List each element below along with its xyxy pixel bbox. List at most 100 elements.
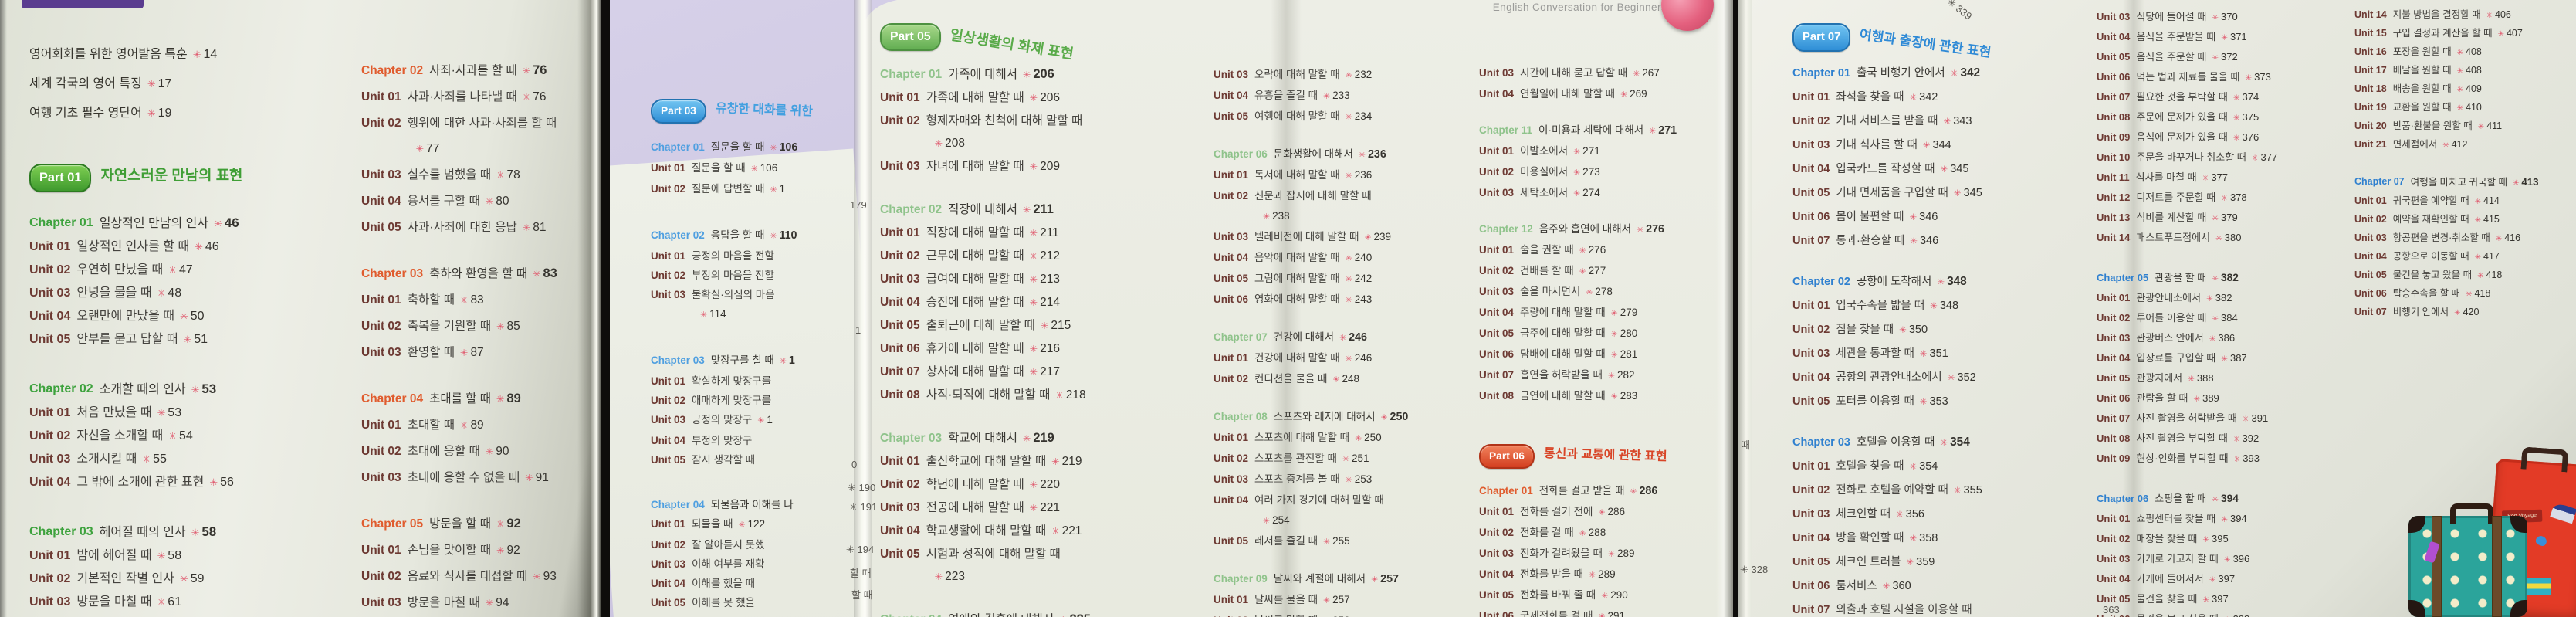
- page-number: 232: [1354, 69, 1373, 80]
- page-fold-shadow: [1716, 0, 1733, 617]
- page-ref: ✳ 14: [188, 48, 218, 61]
- unit-row: Unit 03 기내 식사를 할 때 ✳ 344: [1792, 134, 2163, 158]
- entry-number: Unit 03: [1479, 286, 1515, 297]
- star-icon: ✳: [1029, 93, 1038, 103]
- page-number: 110: [779, 229, 797, 242]
- page-number: 289: [1616, 548, 1635, 559]
- entry-body: 방문을 마칠 때 ✳ 94: [408, 590, 509, 616]
- entry-number: Unit 04: [1792, 371, 1830, 384]
- entry-body: 승진에 대해 말할 때 ✳ 214: [926, 291, 1060, 314]
- entry-label: 구입 결정과 계산을 할 때: [2392, 28, 2493, 39]
- entry-body: 기내 서비스를 받을 때 ✳ 343: [1836, 110, 1972, 134]
- part-badge: Part 06: [1479, 444, 1535, 469]
- entry-label: 건배를 할 때: [1520, 265, 1574, 276]
- entry-label: 체크인 트러블: [1836, 556, 1901, 568]
- page-ref: ✳ 290: [1596, 589, 1628, 601]
- unit-row: Unit 02 기본적인 작별 인사 ✳ 59: [29, 568, 340, 591]
- entry-label: 물건을 찾을 때: [2136, 593, 2198, 605]
- unit-row: Unit 04 부정의 맞장구: [651, 431, 865, 450]
- star-icon: ✳: [934, 571, 943, 582]
- unit-row: Unit 09 음식에 문제가 있을 때 ✳ 376: [2097, 128, 2382, 148]
- entry-body: 급여에 대해 말할 때 ✳ 213: [926, 268, 1060, 291]
- page-ref: ✳ 271: [1643, 124, 1677, 137]
- edge-fragment: 때: [1741, 439, 1750, 451]
- entry-body: 행위에 대한 사과·사죄를 할 때 ✳ 77: [408, 110, 557, 162]
- page-ref: ✳ 253: [1340, 473, 1373, 485]
- entry-body: 되물을 때 ✳ 122: [692, 514, 765, 535]
- unit-row: Unit 02 전화로 호텔을 예약할 때 ✳ 355: [1792, 479, 2163, 503]
- star-icon: ✳: [168, 264, 178, 276]
- page-number: 251: [1351, 453, 1369, 464]
- page-number: 58: [168, 549, 182, 562]
- page-number: 212: [1040, 249, 1060, 263]
- unit-row: Unit 08 사진 촬영을 부탁할 때 ✳ 392: [2097, 429, 2382, 449]
- entry-label: 응답을 할 때: [710, 229, 765, 241]
- page-ref: ✳ 77: [411, 142, 440, 155]
- entry-number: Unit 01: [361, 544, 401, 557]
- star-icon: ✳: [180, 573, 188, 585]
- entry-body: 애매하게 맞장구를: [692, 391, 771, 410]
- unit-row: Unit 05 사과·사죄에 대한 응답 ✳ 81: [361, 215, 599, 241]
- entry-number: Unit 05: [1792, 556, 1830, 568]
- entry-number: Chapter 01: [651, 141, 705, 153]
- entry-number: Unit 05: [29, 333, 71, 346]
- entry-number: Unit 03: [29, 595, 71, 609]
- unit-row: Unit 01 밤에 헤어질 때 ✳ 58: [29, 544, 340, 568]
- unit-row: Unit 02 신문과 잡지에 대해 말할 때 ✳ 238: [1214, 186, 1484, 227]
- entry-label: 형제자매와 친척에 대해 말할 때: [926, 114, 1083, 127]
- entry-number: Unit 10: [2097, 151, 2131, 163]
- page-number: 395: [2212, 533, 2229, 544]
- page-ref: ✳ 47: [163, 263, 193, 276]
- star-icon: ✳: [1586, 288, 1593, 297]
- star-icon: ✳: [1029, 367, 1038, 378]
- entry-number: Chapter 08: [1214, 411, 1268, 422]
- star-icon: ✳: [1943, 117, 1951, 127]
- entry-body: 세탁소에서 ✳ 274: [1520, 183, 1600, 204]
- page-ref: ✳ 291: [1593, 610, 1625, 617]
- page-ref: ✳ 89: [455, 419, 484, 432]
- unit-row: Unit 07 비행기 안에서 ✳ 420: [2354, 303, 2576, 322]
- entry-number: Unit 03: [2097, 553, 2131, 564]
- entry-label: 흡연을 허락받을 때: [1520, 369, 1603, 381]
- star-icon: ✳: [2245, 74, 2253, 83]
- entry-label: 불확실·의심의 마음: [692, 289, 775, 300]
- page-number: 350: [1908, 324, 1928, 336]
- page-number: 81: [533, 221, 547, 234]
- entry-number: Unit 14: [2097, 232, 2131, 243]
- entry-body: 응답을 할 때 ✳ 110: [711, 225, 797, 246]
- unit-row: Unit 03 관광버스 안에서 ✳ 386: [2097, 329, 2382, 349]
- star-icon: ✳: [1909, 462, 1918, 472]
- entry-label: 이발소에서: [1520, 145, 1569, 157]
- page-number: 206: [1040, 91, 1060, 104]
- unit-row: Unit 06 휴가에 대해 말할 때 ✳ 216: [880, 337, 1212, 361]
- star-icon: ✳: [757, 416, 765, 425]
- unit-row: Unit 04 연월일에 대해 말할 때 ✳ 269: [1479, 84, 1711, 105]
- unit-row: Unit 04 주량에 대해 말할 때 ✳ 279: [1479, 303, 1711, 324]
- page-number: 80: [496, 195, 509, 208]
- page-number: 77: [426, 142, 440, 155]
- entry-number: Chapter 07: [2354, 176, 2405, 187]
- entry-body: 전화를 받을 때 ✳ 289: [1520, 564, 1616, 585]
- unit-row: Unit 03 급여에 대해 말할 때 ✳ 213: [880, 268, 1212, 291]
- entry-body: 자신을 소개할 때 ✳ 54: [76, 425, 192, 448]
- entry-label: 되물을 때: [692, 518, 733, 530]
- entry-number: Chapter 03: [651, 354, 705, 366]
- entry-number: Unit 01: [1792, 300, 1830, 312]
- unit-row: Unit 15 구입 결정과 계산을 할 때 ✳ 407: [2354, 25, 2576, 43]
- page-number: 378: [2229, 192, 2247, 203]
- chapter-row: Chapter 06 쇼핑을 할 때 ✳ 394: [2097, 490, 2382, 510]
- star-icon: ✳: [1598, 612, 1606, 617]
- page-ref: ✳ 234: [1340, 110, 1373, 122]
- page-number: 14: [203, 48, 218, 61]
- entry-label: 현상·인화를 부탁할 때: [2136, 453, 2229, 464]
- entry-body: 전화가 걸려왔을 때 ✳ 289: [1520, 544, 1634, 564]
- page-ref: ✳ 110: [764, 229, 797, 242]
- star-icon: ✳: [1023, 69, 1031, 80]
- page-number: 122: [747, 518, 766, 530]
- entry-body: 관광안내소에서 ✳ 382: [2136, 289, 2232, 309]
- page-number: 46: [205, 240, 219, 253]
- star-icon: ✳: [1263, 212, 1271, 222]
- entry-number: Chapter 09: [1214, 573, 1268, 585]
- page-number: 267: [1642, 67, 1660, 79]
- unit-row: Unit 01 건강에 대해 말할 때 ✳ 246: [1214, 348, 1484, 369]
